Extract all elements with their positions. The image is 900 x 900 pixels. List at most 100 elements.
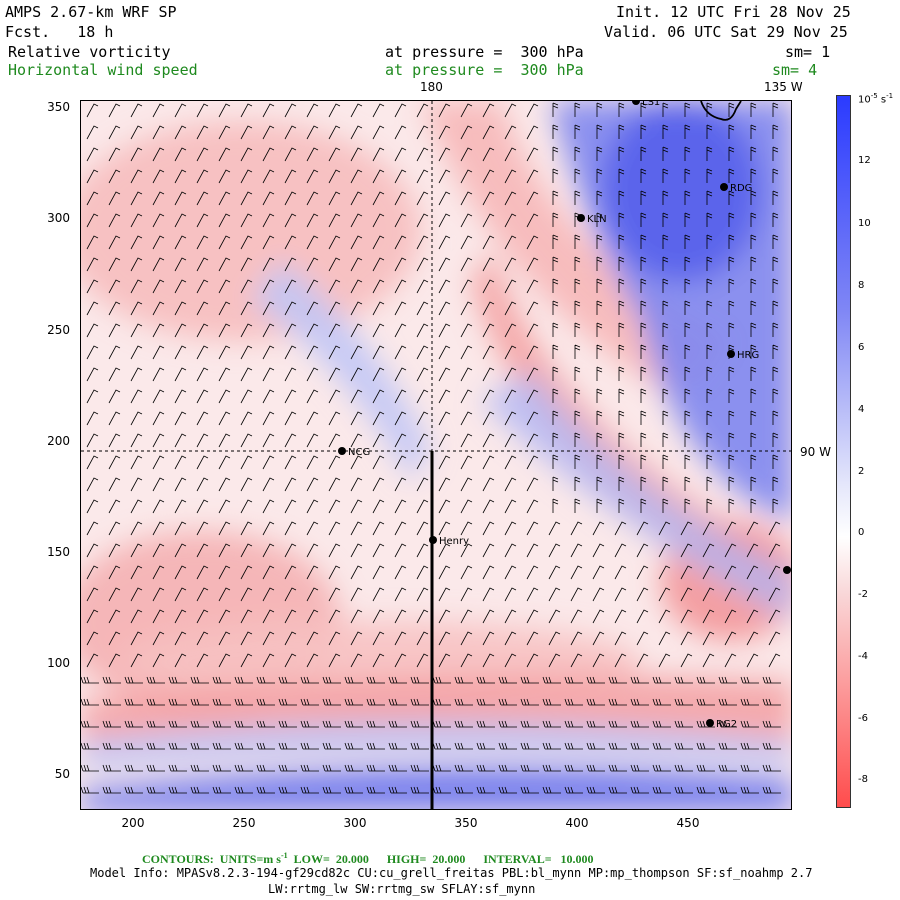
station-marker-east-point[interactable] — [783, 566, 791, 574]
wind-barb — [548, 653, 561, 668]
station-marker-kln[interactable] — [577, 214, 585, 222]
wind-barb — [438, 609, 451, 624]
wind-barb — [388, 698, 407, 706]
model-info-physics: LW:rrtmg_lw SW:rrtmg_sw SFLAY:sf_mynn — [268, 882, 536, 896]
wind-barb — [86, 235, 99, 250]
wind-barb — [476, 676, 495, 684]
wind-barb — [520, 698, 539, 706]
station-marker-ls1[interactable] — [632, 101, 640, 105]
wind-barb — [574, 190, 581, 205]
wind-barb — [574, 146, 581, 161]
wind-barb — [300, 786, 319, 794]
wind-barb — [706, 300, 713, 315]
wind-barb — [570, 609, 583, 624]
wind-barb — [130, 367, 143, 382]
wind-barb — [772, 256, 779, 271]
wind-barb — [476, 720, 495, 728]
station-marker-henry[interactable] — [429, 536, 437, 544]
wind-barb — [706, 234, 713, 249]
wind-barb — [240, 609, 253, 624]
wind-barb — [394, 257, 407, 272]
colorbar-label: 8 — [858, 280, 865, 291]
wind-barb — [174, 147, 187, 162]
x-tick-label: 450 — [676, 816, 700, 830]
wind-barb — [482, 345, 495, 360]
wind-barb — [108, 565, 121, 580]
wind-barbs — [81, 102, 781, 794]
wind-barb — [574, 102, 581, 117]
wind-barb — [772, 432, 779, 447]
wind-barb — [460, 411, 473, 426]
wind-barb — [618, 102, 625, 117]
wind-barb — [300, 764, 319, 772]
wind-barb — [460, 169, 473, 184]
wind-barb — [86, 345, 99, 360]
wind-barb — [618, 256, 625, 271]
wind-barb — [498, 676, 517, 684]
map-canvas: LS1 RDG KLN HRG NCG Henry RG2 — [81, 101, 791, 809]
wind-barb — [750, 168, 757, 183]
field1-name: Relative vorticity — [8, 43, 171, 61]
station-marker-hrg[interactable] — [727, 350, 735, 358]
wind-barb — [460, 235, 473, 250]
x-tick-label: 400 — [565, 816, 589, 830]
wind-barb — [596, 146, 603, 161]
wind-barb — [674, 676, 693, 684]
wind-barb — [262, 257, 275, 272]
wind-barb — [772, 234, 779, 249]
meridian-180-label: 180 — [420, 80, 443, 94]
wind-barb — [728, 322, 735, 337]
wind-barb — [750, 432, 757, 447]
wind-barb — [504, 191, 517, 206]
wind-barb — [410, 764, 429, 772]
station-marker-ncg[interactable] — [338, 447, 346, 455]
wind-barb — [81, 720, 99, 728]
wind-barb — [218, 477, 231, 492]
wind-barb — [684, 168, 691, 183]
wind-barb — [684, 256, 691, 271]
wind-barb — [728, 498, 735, 513]
wind-barb — [262, 235, 275, 250]
wind-barb — [728, 454, 735, 469]
wind-barb — [504, 389, 517, 404]
station-label-ls1: LS1 — [642, 101, 660, 108]
wind-barb — [552, 476, 559, 491]
wind-barb — [278, 698, 297, 706]
wind-barb — [586, 676, 605, 684]
wind-barb — [596, 168, 603, 183]
wind-barb — [658, 587, 671, 602]
wind-barb — [630, 742, 649, 750]
x-tick-label: 200 — [121, 816, 145, 830]
wind-barb — [684, 278, 691, 293]
wind-barb — [152, 631, 165, 646]
wind-barb — [306, 543, 319, 558]
wind-barb — [152, 191, 165, 206]
wind-barb — [394, 631, 407, 646]
wind-barb — [526, 565, 539, 580]
wind-barb — [124, 698, 143, 706]
wind-barb — [592, 521, 605, 536]
wind-barb — [350, 147, 363, 162]
wind-barb — [108, 257, 121, 272]
wind-barb — [350, 455, 363, 470]
wind-barb — [372, 169, 385, 184]
wind-barb — [454, 720, 473, 728]
wind-barb — [768, 587, 781, 602]
wind-barb — [504, 235, 517, 250]
station-marker-rdg[interactable] — [720, 183, 728, 191]
wind-barb — [696, 764, 715, 772]
wind-barb — [218, 455, 231, 470]
vorticity-map[interactable]: LS1 RDG KLN HRG NCG Henry RG2 — [80, 100, 792, 810]
wind-barb — [438, 477, 451, 492]
wind-barb — [768, 565, 781, 580]
wind-barb — [284, 499, 297, 514]
station-marker-rg2[interactable] — [706, 719, 714, 727]
wind-barb — [728, 366, 735, 381]
wind-barb — [438, 411, 451, 426]
colorbar-label: -8 — [858, 774, 868, 785]
wind-barb — [306, 301, 319, 316]
wind-barb — [284, 279, 297, 294]
wind-barb — [196, 609, 209, 624]
wind-barb — [174, 653, 187, 668]
wind-barb — [350, 367, 363, 382]
